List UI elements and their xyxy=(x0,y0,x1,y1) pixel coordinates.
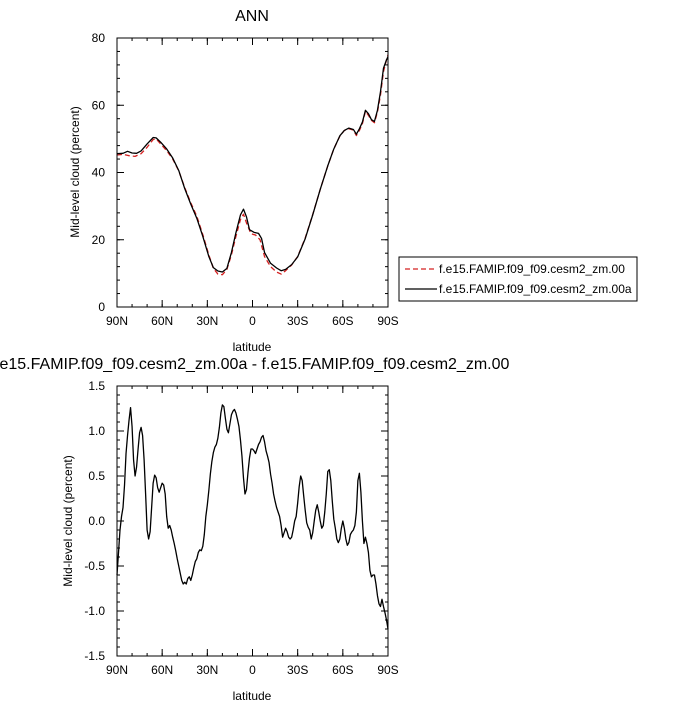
chart1-x-tick-label: 30S xyxy=(287,314,308,328)
top-x-axis-label: latitude xyxy=(233,340,272,354)
bottom-chart-title: f.e15.FAMIP.f09_f09.cesm2_zm.00a - f.e15… xyxy=(0,356,510,373)
chart2-y-tick-label: 0.0 xyxy=(88,514,105,528)
legend: f.e15.FAMIP.f09_f09.cesm2_zm.00 f.e15.FA… xyxy=(398,256,638,302)
chart1-y-tick-label: 60 xyxy=(92,98,106,112)
legend-label-series-1: f.e15.FAMIP.f09_f09.cesm2_zm.00 xyxy=(439,262,625,276)
chart1-x-tick-label: 30N xyxy=(196,314,218,328)
chart1-x-tick-label: 0 xyxy=(249,314,256,328)
chart2-x-tick-label: 0 xyxy=(249,663,256,677)
chart2-x-tick-label: 30N xyxy=(196,663,218,677)
legend-label-series-2: f.e15.FAMIP.f09_f09.cesm2_zm.00a xyxy=(439,282,632,296)
top-panel: ANN 90N 60N 30N 0 30S 60S 90S 0 20 40 60 80 latitud… xyxy=(68,8,399,354)
chart2-y-tick-label: -1.0 xyxy=(84,604,105,618)
chart1-y-tick-label: 80 xyxy=(92,31,106,45)
chart2-y-tick-label: -1.5 xyxy=(84,649,105,663)
chart2-x-tick-label: 60N xyxy=(151,663,173,677)
chart2-x-tick-label: 30S xyxy=(287,663,308,677)
chart2-y-tick-label: 0.5 xyxy=(88,469,105,483)
chart1-x-tick-label: 90N xyxy=(106,314,128,328)
chart1-plot-frame xyxy=(116,37,389,308)
chart2-y-tick-label: 1.0 xyxy=(88,424,105,438)
chart2-x-tick-label: 90N xyxy=(106,663,128,677)
chart1-x-tick-label: 60N xyxy=(151,314,173,328)
chart2-y-tick-label: 1.5 xyxy=(88,379,105,393)
chart2-plot-frame xyxy=(116,385,389,657)
bottom-y-axis-label: Mid-level cloud (percent) xyxy=(61,455,75,586)
chart1-y-tick-label: 40 xyxy=(92,166,106,180)
chart1-series-1-line xyxy=(116,54,389,276)
legend-box xyxy=(398,256,638,302)
chart2-y-tick-label: -0.5 xyxy=(84,559,105,573)
chart1-x-tick-label: 60S xyxy=(332,314,353,328)
top-chart-title: ANN xyxy=(235,8,269,25)
chart2-x-tick-label: 90S xyxy=(377,663,398,677)
bottom-x-axis-label: latitude xyxy=(233,689,272,703)
chart1-series-2-line xyxy=(116,56,389,273)
chart1-y-tick-label: 0 xyxy=(98,300,105,314)
bottom-panel: f.e15.FAMIP.f09_f09.cesm2_zm.00a - f.e15… xyxy=(0,356,510,703)
chart1-x-tick-label: 90S xyxy=(377,314,398,328)
chart2-x-tick-label: 60S xyxy=(332,663,353,677)
chart2-series-1-line xyxy=(116,404,389,630)
top-y-axis-label: Mid-level cloud (percent) xyxy=(68,106,82,237)
chart1-y-tick-label: 20 xyxy=(92,233,106,247)
